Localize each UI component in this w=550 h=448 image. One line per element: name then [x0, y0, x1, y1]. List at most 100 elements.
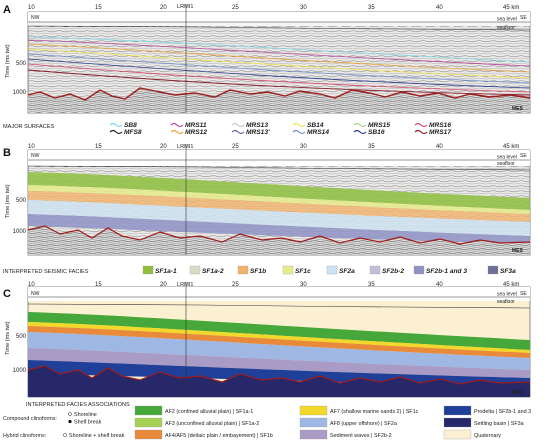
x-tick: 25: [232, 5, 239, 11]
legend-title: MAJOR SURFACES: [3, 124, 55, 130]
y-tick: 1000: [13, 90, 27, 96]
surface-swatch: [170, 129, 184, 135]
basement: [28, 88, 530, 113]
association-label: Sediment waves | SF2b-2: [330, 433, 392, 439]
x-tick: 35: [368, 5, 375, 11]
shoreline-marker: [68, 412, 72, 416]
se-label: SE: [520, 291, 527, 297]
association-swatch: [299, 429, 328, 440]
mrs12-surface: [27, 43, 531, 73]
y-tick: 500: [16, 334, 27, 340]
surface-swatch: [231, 122, 245, 128]
mes-surface: [27, 225, 531, 245]
facies-swatch: [326, 265, 338, 275]
well-label: LRMI1: [177, 4, 193, 10]
facies-af8: [28, 332, 530, 370]
facies-label: SF1c: [295, 268, 311, 275]
nw-label: NW: [31, 15, 40, 21]
facies-af7: [28, 322, 530, 353]
se-label: SE: [520, 15, 527, 21]
facies-sediment-waves: [28, 348, 530, 378]
association-swatch: [134, 417, 163, 428]
se-label: SE: [520, 153, 527, 159]
panel-label: B: [3, 147, 11, 159]
surface-swatch: [292, 129, 306, 135]
water-column: [28, 150, 530, 166]
association-label: Settling basin | SF3a: [474, 421, 524, 427]
y-tick: 1000: [13, 229, 27, 235]
surface-label: MRS13: [246, 122, 268, 129]
facies-sf1b: [28, 191, 530, 222]
x-tick: 30: [300, 282, 307, 288]
y-axis-label: Time (ms twt): [5, 321, 11, 355]
shoreline-label: Shoreline: [74, 412, 97, 418]
x-ticks: 10 15 20 25 30 35 40 45 km: [28, 282, 519, 288]
x-tick: 25: [232, 144, 239, 150]
association-label: Prodelta | SF2b-1 and 3: [474, 409, 531, 415]
seafloor-label: seafloor: [497, 25, 515, 31]
panel-label: C: [3, 288, 11, 300]
mes-surface: [27, 365, 531, 385]
seafloor-line: [27, 25, 531, 31]
x-tick: 40: [436, 144, 443, 150]
mes-label: MES: [512, 106, 524, 112]
surface-label: MRS13': [246, 129, 270, 136]
surface-label: SB8: [124, 122, 137, 129]
y-axis-label: Time (ms twt): [5, 184, 11, 218]
seafloor-line: [27, 303, 531, 309]
association-label: Quaternary: [474, 433, 501, 439]
surface-label: MFS8: [124, 129, 142, 136]
x-tick: 20: [160, 144, 167, 150]
legend-facies-associations: INTERPRETED FACIES ASSOCIATIONS Compound…: [3, 402, 531, 440]
surface-label: MRS15: [368, 122, 390, 129]
facies-af2: [28, 312, 530, 350]
sb8-surface: [27, 36, 531, 63]
water-column: [28, 12, 530, 22]
facies-swatch: [237, 265, 249, 275]
x-tick: 10: [28, 282, 35, 288]
facies-label: SF2b-1 and 3: [426, 268, 467, 275]
x-tick: 15: [95, 144, 102, 150]
seafloor-label: seafloor: [497, 161, 515, 167]
x-tick: 40: [436, 5, 443, 11]
hybrid-clinoforms-label: Hybrid clinoforms:: [3, 433, 46, 439]
facies-swatch: [369, 265, 381, 275]
x-tick: 30: [300, 144, 307, 150]
y-tick: 500: [16, 61, 27, 67]
x-tick: 10: [28, 144, 35, 150]
association-label: AF2 (confined alluvial plain) | SF1a-1: [165, 409, 253, 415]
legend-title: INTERPRETED SEISMIC FACIES: [3, 269, 89, 275]
facies-sf1a-1: [28, 172, 530, 210]
facies-label: SF2b-2: [382, 268, 404, 275]
x-ticks: 10 15 20 25 30 35 40 45 km: [28, 5, 519, 11]
surface-swatch: [170, 122, 184, 128]
facies-settling-basin: [28, 366, 530, 397]
association-swatch: [134, 405, 163, 416]
seafloor-label: seafloor: [497, 299, 515, 305]
surface-swatch: [353, 122, 367, 128]
facies-label: SF3a: [500, 268, 516, 275]
surface-label: MRS17: [429, 129, 451, 136]
association-swatch: [443, 429, 472, 440]
basement: [28, 226, 530, 255]
facies-swatch: [282, 265, 294, 275]
x-tick: 15: [95, 282, 102, 288]
surface-swatch: [109, 122, 123, 128]
facies-label: SF2a: [339, 268, 355, 275]
surface-label: SB16: [368, 129, 385, 136]
association-swatch: [299, 405, 328, 416]
seafloor-line: [27, 165, 531, 171]
mrs11-surface: [27, 39, 531, 67]
facies-label: SF1a-1: [155, 268, 177, 275]
legend-major-surfaces: MAJOR SURFACES SB8MFS8MRS11MRS12MRS13MRS…: [3, 122, 451, 136]
association-swatch: [134, 429, 163, 440]
mes-label: MES: [512, 390, 524, 396]
x-tick: 35: [368, 144, 375, 150]
association-label: AF4/AF5 (deltaic plain / embayement) | S…: [165, 433, 273, 439]
x-tick: 40: [436, 282, 443, 288]
y-tick: 1000: [13, 368, 27, 374]
facies-af4-af5: [28, 326, 530, 358]
x-tick: 45 km: [503, 5, 519, 11]
facies-label: SF1b: [250, 268, 266, 275]
panel-c: C LRMI1 NW SE sea level seafloor MES 500…: [3, 282, 531, 398]
